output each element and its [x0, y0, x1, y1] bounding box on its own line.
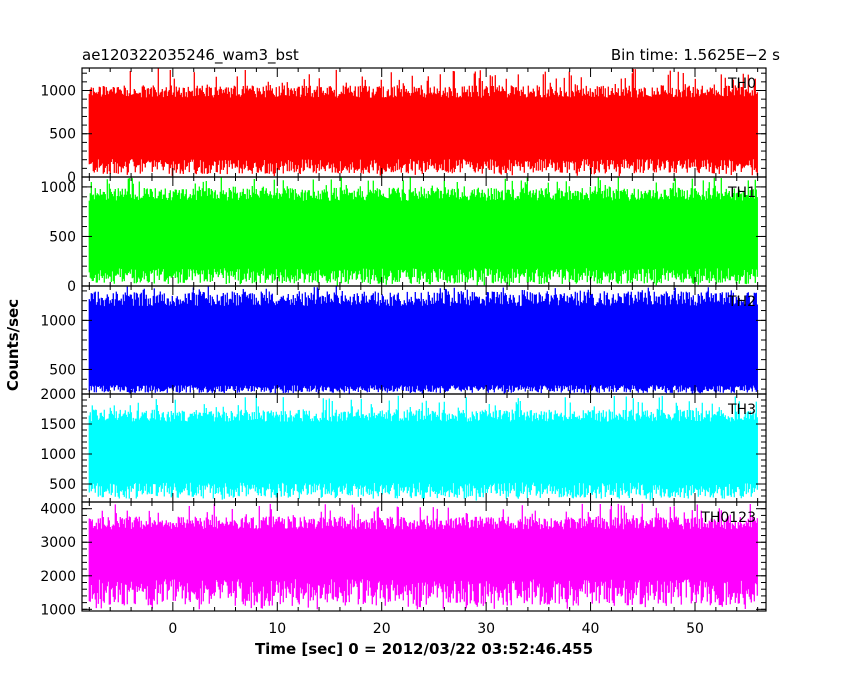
panel-label: TH2 — [727, 294, 756, 310]
series-th3 — [88, 395, 758, 501]
x-tick-label: 0 — [168, 621, 177, 637]
y-tick-label: 4000 — [40, 502, 76, 518]
series-th1 — [88, 177, 758, 286]
x-tick-label: 20 — [373, 621, 391, 637]
y-tick-label: 500 — [49, 362, 76, 378]
y-tick-label: 0 — [67, 279, 76, 295]
panel-label: TH3 — [727, 402, 756, 418]
title-left: ae120322035246_wam3_bst — [82, 46, 299, 65]
panel-label: TH1 — [727, 185, 756, 201]
x-axis-label: Time [sec] 0 = 2012/03/22 03:52:46.455 — [255, 640, 593, 658]
y-tick-label: 1000 — [40, 313, 76, 329]
y-tick-label: 500 — [49, 229, 76, 245]
y-axis-label: Counts/sec — [4, 299, 22, 391]
y-tick-label: 1000 — [40, 602, 76, 618]
y-tick-label: 1000 — [40, 180, 76, 196]
title-right: Bin time: 1.5625E−2 s — [611, 46, 780, 64]
x-tick-label: 40 — [582, 621, 600, 637]
panel-frame — [81, 501, 767, 612]
series-th0 — [88, 68, 758, 176]
y-tick-label: 500 — [49, 477, 76, 493]
y-tick-label: 0 — [67, 170, 76, 186]
y-tick-label: 1500 — [40, 417, 76, 433]
y-tick-label: 2000 — [40, 387, 76, 403]
y-tick-label: 1000 — [40, 83, 76, 99]
panel-th0123: 1000 2000 3000 4000 TH0123 — [40, 501, 767, 618]
x-axis: 0 10 20 30 40 50 — [168, 621, 704, 637]
y-tick-label: 2000 — [40, 569, 76, 585]
series-th2 — [88, 286, 758, 394]
x-tick-label: 50 — [686, 621, 704, 637]
y-tick-label: 1000 — [40, 447, 76, 463]
y-tick-label: 3000 — [40, 535, 76, 551]
panel-th1: 0 500 1000 TH1 — [40, 176, 767, 295]
x-tick-label: 30 — [477, 621, 495, 637]
series-th0123 — [88, 503, 758, 610]
panel-th3: 500 1000 1500 2000 TH3 — [40, 387, 767, 503]
x-tick-label: 10 — [268, 621, 286, 637]
panel-label: TH0 — [727, 76, 756, 92]
y-tick-label: 500 — [49, 127, 76, 143]
panel-label: TH0123 — [700, 510, 756, 526]
panel-th2: 500 1000 TH2 — [40, 285, 767, 395]
panel-th0: 0 500 1000 TH0 — [40, 67, 767, 186]
